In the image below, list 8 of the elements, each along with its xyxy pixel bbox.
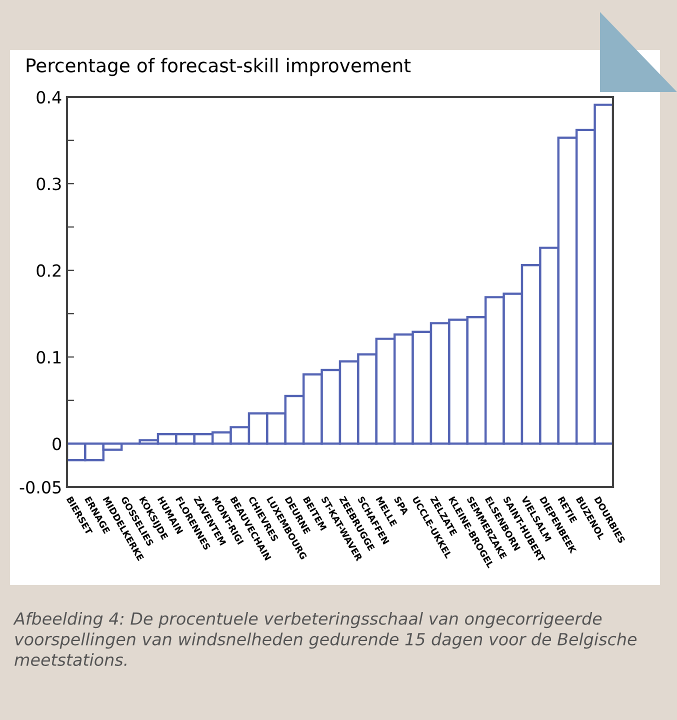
text: Afbeelding 4: De procentuele verbeteringsschaal van ongecorrigeerde voorspellingen van windsnelheden gedurende 15 dagen voor de Belgische meetstations. — [13, 612, 637, 666]
y-tick-label: 0 — [52, 438, 62, 450]
y-tick-label: 0.4 — [36, 90, 62, 104]
y-tick-label: 0.2 — [36, 264, 60, 277]
y-tick-label: -0.05 — [20, 480, 61, 494]
y-tick-label: 0.3 — [36, 178, 61, 190]
y-tick-label: 0.1 — [36, 350, 61, 364]
chart-title: Percentage of forecast-skill improvement — [26, 58, 411, 76]
